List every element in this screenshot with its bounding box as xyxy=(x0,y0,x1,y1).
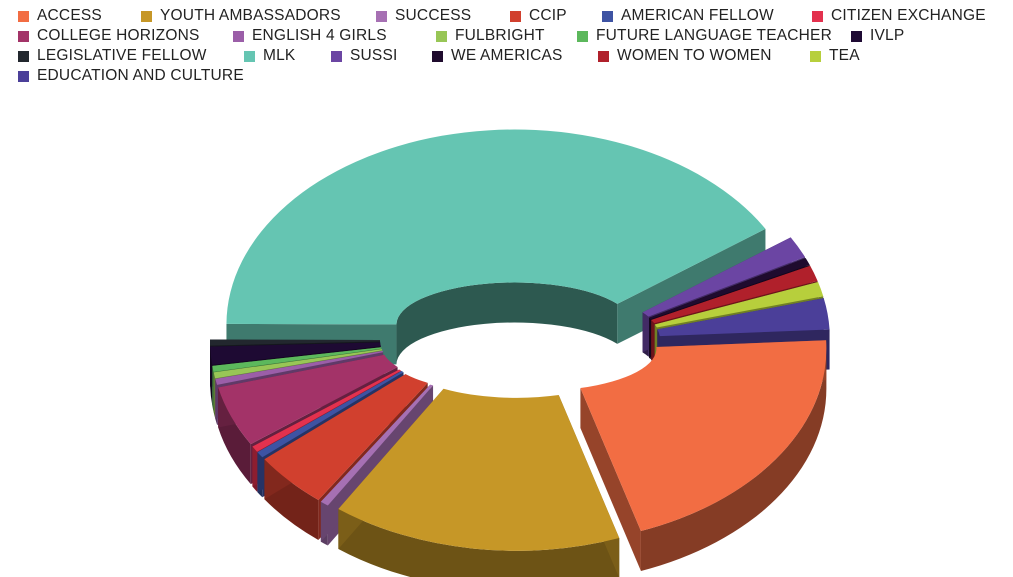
legend-label: AMERICAN FELLOW xyxy=(621,7,774,24)
slice-outer-wall xyxy=(338,508,620,577)
slice-top-face[interactable] xyxy=(210,342,381,365)
legend-label: CCIP xyxy=(529,7,567,24)
slice-top-face[interactable] xyxy=(320,384,434,506)
legend-swatch xyxy=(510,10,521,22)
legend-item[interactable]: ENGLISH 4 GIRLS xyxy=(233,26,387,46)
legend-label: CITIZEN EXCHANGE xyxy=(831,7,986,24)
legend-swatch xyxy=(810,50,821,62)
pie-slice[interactable] xyxy=(338,388,620,577)
slice-top-face[interactable] xyxy=(264,374,428,500)
legend-label: LEGISLATIVE FELLOW xyxy=(37,47,207,64)
slice-top-face[interactable] xyxy=(252,369,402,452)
slice-top-face[interactable] xyxy=(649,258,810,320)
legend-item[interactable]: TEA xyxy=(810,46,860,66)
legend-label: WE AMERICAS xyxy=(451,47,563,64)
slice-top-face[interactable] xyxy=(651,265,818,324)
legend-swatch xyxy=(18,30,29,42)
legend-row: COLLEGE HORIZONS ENGLISH 4 GIRLS FULBRIGHT… xyxy=(18,26,1008,46)
legend-swatch xyxy=(577,30,588,42)
legend-label: FUTURE LANGUAGE TEACHER xyxy=(596,27,832,44)
legend-swatch xyxy=(602,10,613,22)
legend-item[interactable]: FUTURE LANGUAGE TEACHER xyxy=(577,26,832,46)
legend-swatch xyxy=(598,50,609,62)
legend-item[interactable]: SUSSI xyxy=(331,46,398,66)
legend-swatch xyxy=(851,30,862,42)
slice-top-face[interactable] xyxy=(209,339,381,346)
legend-item[interactable]: WE AMERICAS xyxy=(432,46,563,66)
legend-swatch xyxy=(18,70,29,82)
legend-swatch xyxy=(18,10,29,22)
chart-legend: ACCESS YOUTH AMBASSADORS SUCCESS CCIP AMERIC… xyxy=(18,6,1008,86)
slice-top-face[interactable] xyxy=(257,370,404,458)
legend-item[interactable]: EDUCATION AND CULTURE xyxy=(18,66,244,86)
legend-label: SUSSI xyxy=(350,47,398,64)
legend-item[interactable]: ACCESS xyxy=(18,6,102,26)
slice-top-face[interactable] xyxy=(215,350,384,385)
legend-label: ACCESS xyxy=(37,7,102,24)
legend-label: WOMEN TO WOMEN xyxy=(617,47,772,64)
slice-cut-face xyxy=(580,388,641,572)
legend-item[interactable]: WOMEN TO WOMEN xyxy=(598,46,772,66)
slice-top-face[interactable] xyxy=(212,347,382,372)
legend-item[interactable]: CCIP xyxy=(510,6,567,26)
legend-swatch xyxy=(432,50,443,62)
legend-label: YOUTH AMBASSADORS xyxy=(160,7,341,24)
slice-outer-wall xyxy=(640,348,827,572)
slice-top-face[interactable] xyxy=(213,349,383,379)
legend-item[interactable]: COLLEGE HORIZONS xyxy=(18,26,200,46)
slice-top-face[interactable] xyxy=(226,129,766,325)
legend-label: COLLEGE HORIZONS xyxy=(37,27,200,44)
legend-swatch xyxy=(141,10,152,22)
pie-slice[interactable] xyxy=(580,340,827,572)
slice-inner-wall xyxy=(396,282,618,365)
legend-item[interactable]: MLK xyxy=(244,46,295,66)
legend-row: LEGISLATIVE FELLOW MLK SUSSI WE AMERICAS WOM… xyxy=(18,46,1008,66)
slice-top-face[interactable] xyxy=(654,282,824,328)
legend-swatch xyxy=(244,50,255,62)
legend-item[interactable]: CITIZEN EXCHANGE xyxy=(812,6,986,26)
legend-label: IVLP xyxy=(870,27,905,44)
legend-item[interactable]: IVLP xyxy=(851,26,904,46)
legend-row: EDUCATION AND CULTURE xyxy=(18,66,1008,86)
legend-swatch xyxy=(376,10,387,22)
legend-label: SUCCESS xyxy=(395,7,472,24)
legend-swatch xyxy=(812,10,823,22)
slice-top-face[interactable] xyxy=(580,340,827,532)
legend-swatch xyxy=(18,50,29,62)
legend-item[interactable]: SUCCESS xyxy=(376,6,471,26)
legend-item[interactable]: FULBRIGHT xyxy=(436,26,545,46)
legend-item[interactable]: YOUTH AMBASSADORS xyxy=(141,6,341,26)
slice-top-face[interactable] xyxy=(218,354,398,445)
slice-top-face[interactable] xyxy=(338,388,620,551)
legend-label: MLK xyxy=(263,47,296,64)
legend-item[interactable]: LEGISLATIVE FELLOW xyxy=(18,46,207,66)
legend-label: EDUCATION AND CULTURE xyxy=(37,67,244,84)
slice-top-face[interactable] xyxy=(642,237,806,317)
legend-label: FULBRIGHT xyxy=(455,27,545,44)
legend-row: ACCESS YOUTH AMBASSADORS SUCCESS CCIP AMERIC… xyxy=(18,6,1008,26)
legend-swatch xyxy=(233,30,244,42)
legend-swatch xyxy=(331,50,342,62)
legend-label: ENGLISH 4 GIRLS xyxy=(252,27,387,44)
legend-item[interactable]: AMERICAN FELLOW xyxy=(602,6,774,26)
legend-swatch xyxy=(436,30,447,42)
legend-label: TEA xyxy=(829,47,860,64)
slice-top-face[interactable] xyxy=(657,298,830,337)
